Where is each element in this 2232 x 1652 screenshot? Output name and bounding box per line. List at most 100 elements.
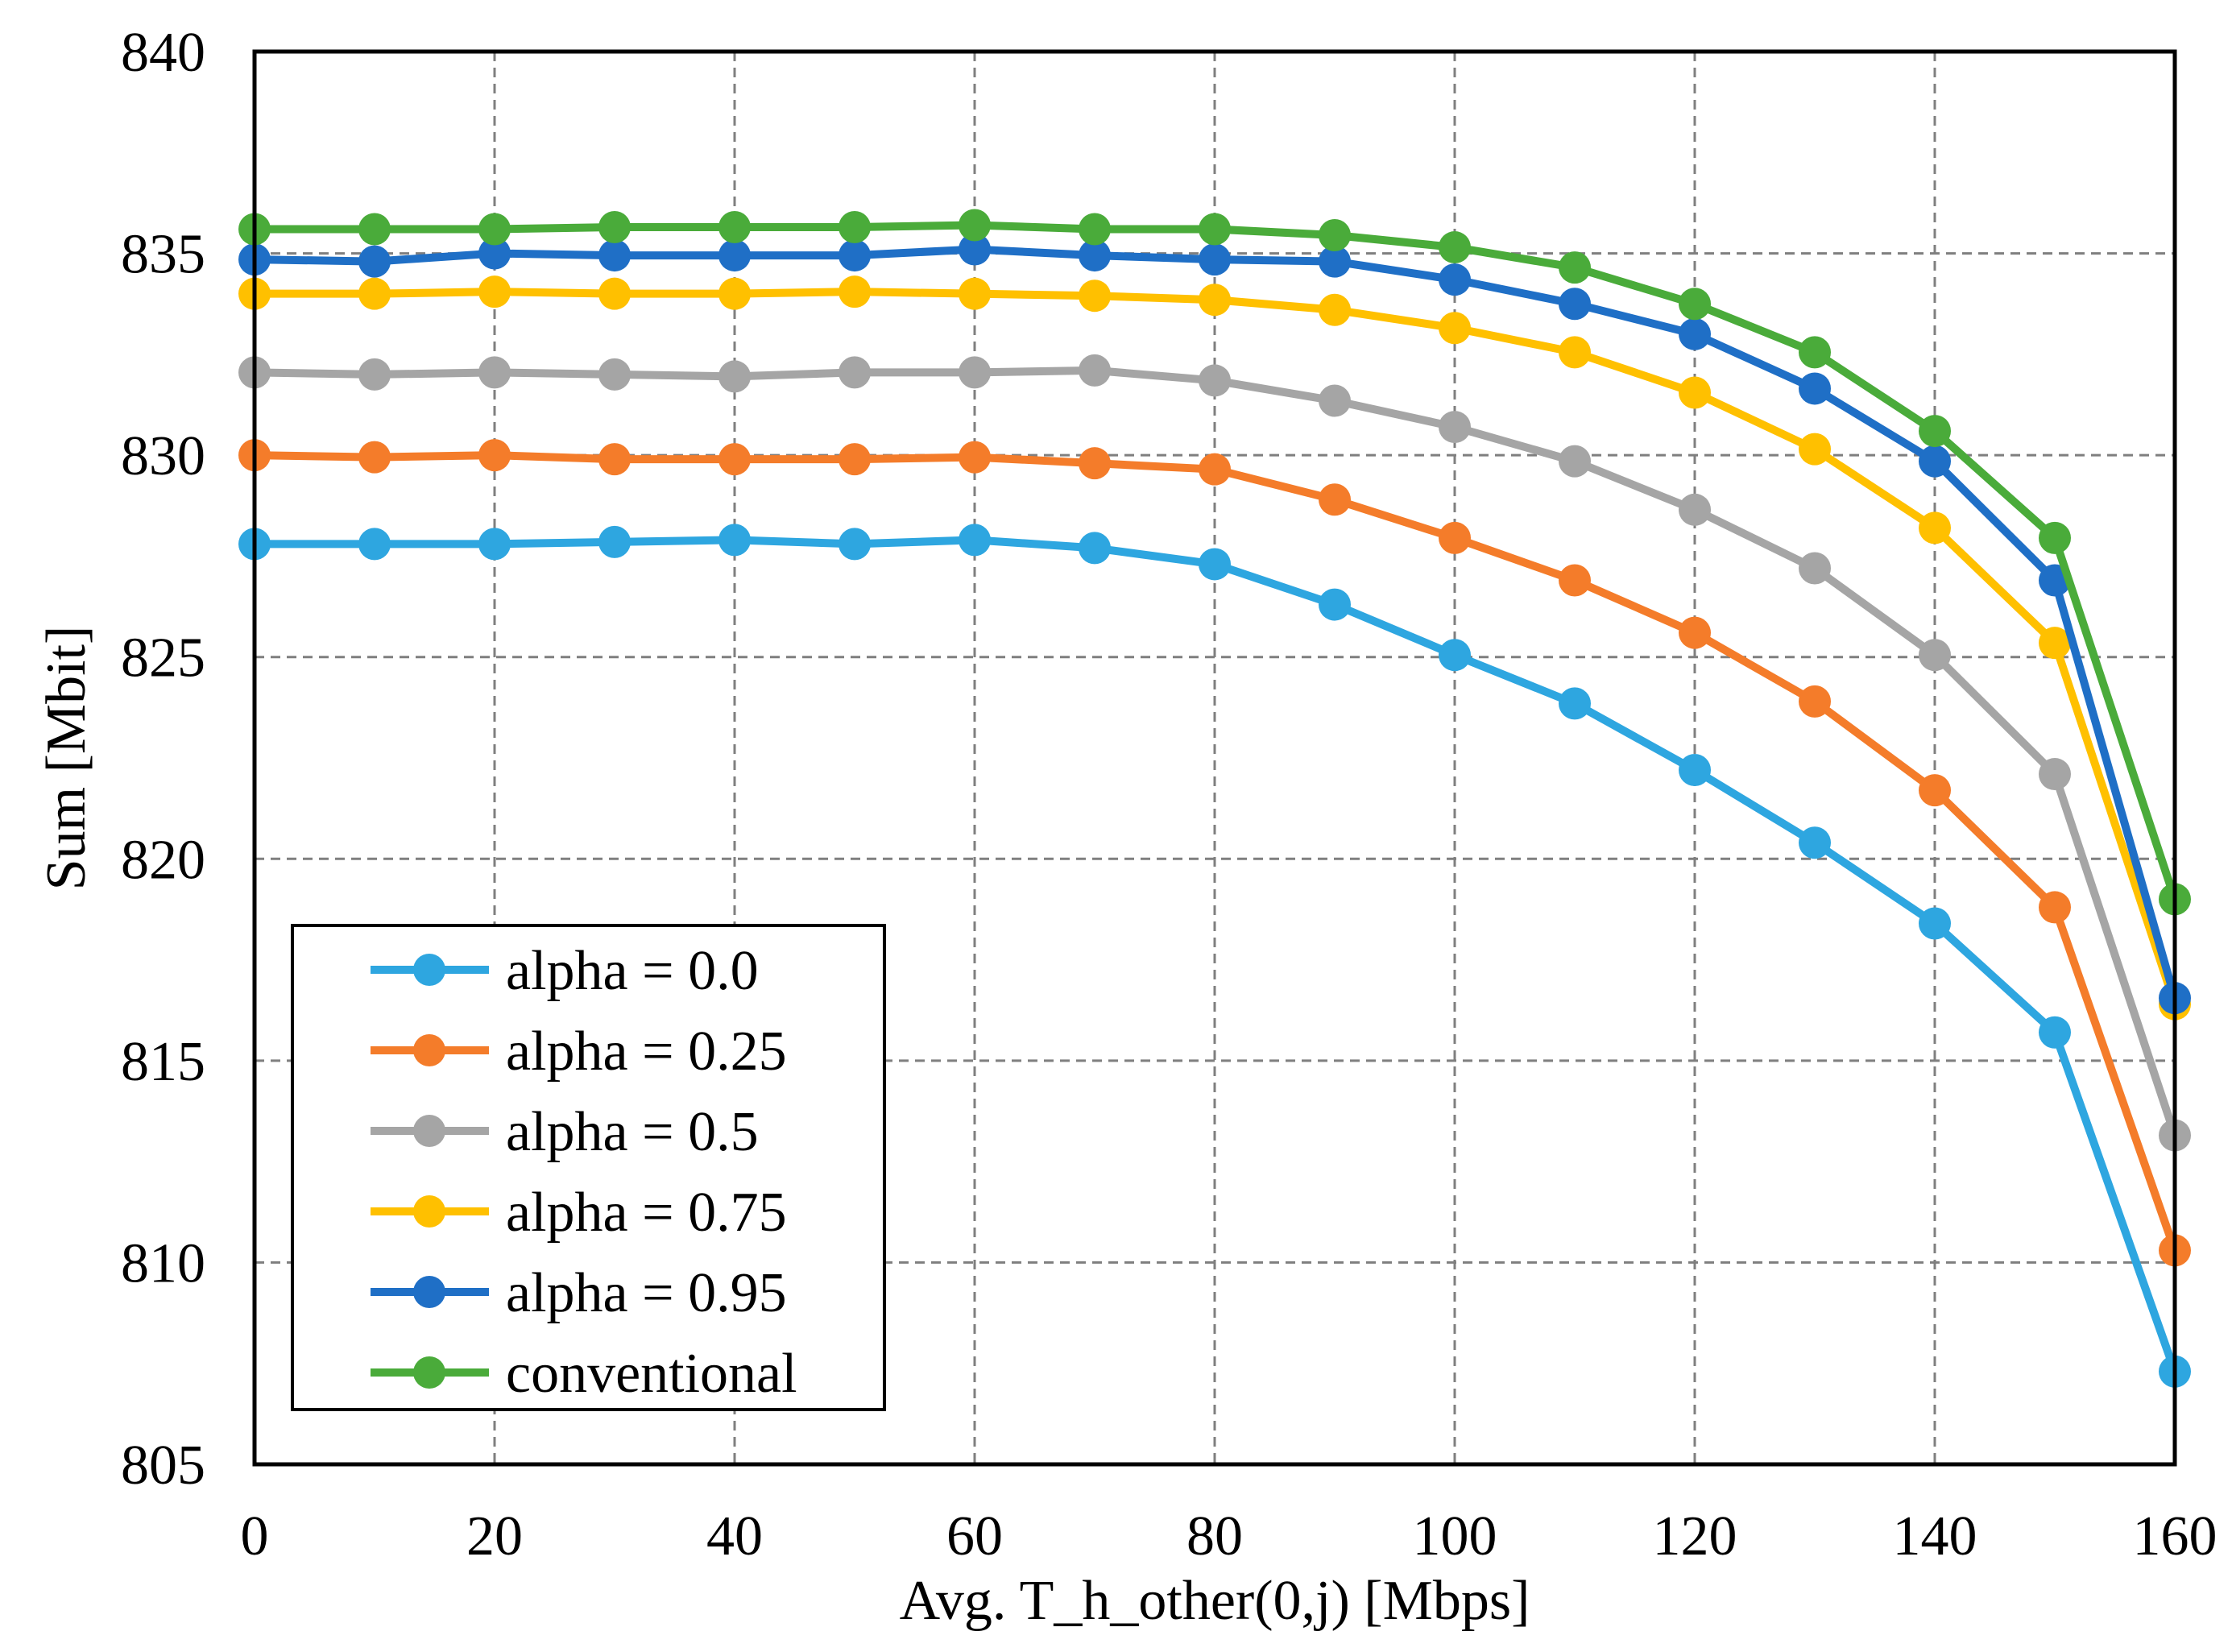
data-point — [1679, 616, 1711, 649]
data-point — [1439, 411, 1471, 444]
data-point — [358, 277, 391, 310]
data-point — [478, 237, 511, 270]
legend-marker-swatch — [413, 954, 445, 986]
data-point — [1919, 639, 1951, 672]
data-point — [839, 275, 871, 308]
data-point — [358, 528, 391, 561]
series-group — [238, 524, 2191, 1388]
legend-marker-swatch — [413, 1034, 445, 1066]
data-point — [1559, 687, 1591, 720]
data-point — [1319, 219, 1351, 252]
data-point — [839, 239, 871, 272]
data-point — [1679, 317, 1711, 350]
legend-label: alpha = 0.5 — [506, 1101, 759, 1163]
x-tick-label: 60 — [946, 1505, 1003, 1567]
data-point — [1799, 433, 1831, 466]
data-point — [1679, 754, 1711, 787]
data-point — [478, 275, 511, 308]
data-point — [1679, 376, 1711, 409]
data-point — [358, 245, 391, 278]
data-point — [1319, 245, 1351, 278]
data-point — [1079, 239, 1111, 272]
data-point — [1559, 564, 1591, 597]
legend: alpha = 0.0 alpha = 0.25 alpha = 0.5 alpha … — [291, 924, 886, 1411]
data-point — [358, 441, 391, 474]
series-group — [238, 439, 2191, 1267]
data-point — [1079, 279, 1111, 313]
data-point — [718, 210, 751, 243]
data-point — [358, 213, 391, 246]
data-point — [959, 277, 991, 310]
legend-label: conventional — [506, 1343, 797, 1405]
x-tick-label: 160 — [2133, 1505, 2218, 1567]
legend-item: alpha = 0.25 — [371, 1021, 787, 1083]
legend-marker-swatch — [413, 1195, 445, 1228]
y-tick-label: 840 — [121, 22, 205, 84]
data-point — [598, 239, 631, 272]
data-point — [478, 528, 511, 561]
data-point — [959, 441, 991, 474]
data-point — [1919, 511, 1951, 544]
y-tick-label: 825 — [121, 627, 205, 689]
data-point — [598, 443, 631, 476]
data-point — [1199, 548, 1231, 581]
data-point — [1199, 453, 1231, 486]
data-point — [1439, 521, 1471, 554]
legend-item: conventional — [371, 1343, 797, 1405]
data-point — [1439, 231, 1471, 264]
data-point — [2039, 521, 2071, 554]
data-point — [1799, 552, 1831, 585]
data-point — [959, 356, 991, 389]
y-tick-label: 805 — [121, 1435, 205, 1497]
data-point — [1439, 312, 1471, 345]
data-point — [1679, 493, 1711, 526]
legend-item: alpha = 0.5 — [371, 1101, 759, 1163]
data-point — [718, 277, 751, 310]
series-group — [238, 233, 2191, 1015]
data-point — [1319, 293, 1351, 326]
data-point — [1919, 445, 1951, 478]
data-point — [1439, 639, 1471, 672]
legend-frame — [291, 924, 886, 1411]
data-point — [1079, 213, 1111, 246]
x-axis-title: Avg. T_h_other(0,j) [Mbps] — [900, 1570, 1530, 1632]
data-point — [2039, 891, 2071, 924]
x-tick-label: 40 — [706, 1505, 763, 1567]
series-group — [238, 275, 2191, 1021]
data-point — [1559, 336, 1591, 369]
data-point — [839, 356, 871, 389]
data-point — [2039, 627, 2071, 660]
data-point — [358, 358, 391, 391]
data-point — [598, 525, 631, 558]
data-point — [959, 524, 991, 557]
data-point — [839, 443, 871, 476]
series-group — [238, 209, 2191, 916]
x-tick-label: 140 — [1893, 1505, 1977, 1567]
data-point — [718, 524, 751, 557]
legend-label: alpha = 0.0 — [506, 940, 759, 1002]
legend-label: alpha = 0.95 — [506, 1262, 787, 1324]
data-point — [2039, 758, 2071, 791]
data-point — [1199, 213, 1231, 246]
y-axis-ticks: 805 810 815 820 825 830 835 840 — [121, 22, 205, 1497]
plot-area-frame — [252, 49, 2177, 1467]
y-tick-label: 810 — [121, 1232, 205, 1294]
data-point — [959, 233, 991, 266]
legend-marker-swatch — [413, 1115, 445, 1147]
data-point — [1559, 445, 1591, 478]
data-point — [959, 209, 991, 242]
data-point — [718, 443, 751, 476]
data-point — [718, 360, 751, 393]
data-point — [1799, 826, 1831, 859]
data-point — [1919, 415, 1951, 448]
data-point — [478, 439, 511, 472]
y-tick-label: 830 — [121, 425, 205, 487]
x-tick-label: 0 — [241, 1505, 269, 1567]
data-point — [1439, 263, 1471, 296]
data-point — [1199, 284, 1231, 317]
x-tick-label: 120 — [1653, 1505, 1737, 1567]
x-axis-ticks: 0 20 40 60 80 100 120 140 160 — [241, 1505, 2218, 1567]
data-point — [1199, 243, 1231, 276]
series-group — [238, 354, 2191, 1152]
